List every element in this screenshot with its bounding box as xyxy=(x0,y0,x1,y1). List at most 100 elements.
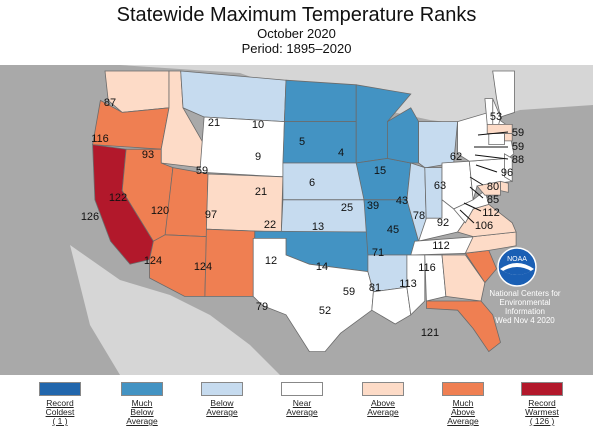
legend-label: Record xyxy=(528,398,556,408)
leader-line-nj xyxy=(469,186,484,199)
leader-line-ct xyxy=(469,176,484,186)
state-mt xyxy=(180,70,287,123)
state-nj xyxy=(503,153,513,183)
rank-label-mi: 15 xyxy=(374,165,386,177)
state-rank-labels: 87 116 126 93 122 21 59 120 124 97 124 10 9 21 22 12 79 5… xyxy=(81,97,524,339)
state-fl xyxy=(425,300,501,353)
ncei-line-3: Information xyxy=(504,307,546,316)
rank-label-ms: 59 xyxy=(343,286,355,298)
legend-item-near: Near Average xyxy=(262,382,342,417)
map-period: Period: 1895–2020 xyxy=(241,41,352,56)
legend-label: Below xyxy=(130,407,154,417)
legend-swatch xyxy=(39,382,81,396)
rank-label-in: 39 xyxy=(367,200,379,212)
state-ma xyxy=(486,124,513,134)
rank-label-id: 93 xyxy=(142,149,154,161)
rank-label-nj: 85 xyxy=(487,194,499,206)
rank-label-nm: 124 xyxy=(194,261,212,273)
state-me xyxy=(492,70,515,118)
rank-label-ga: 113 xyxy=(399,278,417,290)
rank-label-oh: 43 xyxy=(396,195,408,207)
legend-item-much-above: Much Above Average xyxy=(423,382,503,426)
legend-item-record-coldest: Record Coldest( 1 ) xyxy=(20,382,100,426)
rank-label-ne: 21 xyxy=(255,186,267,198)
ncei-credit: National Centers for Environmental Infor… xyxy=(470,289,580,325)
legend-swatch xyxy=(201,382,243,396)
rank-label-md: 106 xyxy=(475,220,493,232)
state-la xyxy=(371,286,412,325)
leader-line-ri xyxy=(475,164,498,173)
leader-line-ma xyxy=(474,154,509,160)
state-ms xyxy=(406,254,426,316)
rank-label-ri: 96 xyxy=(501,167,513,179)
legend-label: Much xyxy=(131,398,153,408)
state-ne xyxy=(282,162,365,201)
rank-label-wy: 59 xyxy=(196,165,208,177)
state-ct xyxy=(488,133,505,145)
legend-item-record-warmest: Record Warmest( 126 ) xyxy=(502,382,582,426)
map-title: Statewide Maximum Temperature Ranks xyxy=(116,4,477,26)
legend-item-below: Below Average xyxy=(182,382,262,417)
legend-label: Near xyxy=(292,398,312,408)
leader-lines xyxy=(459,131,509,224)
leader-line-md xyxy=(459,209,475,224)
state-md xyxy=(476,180,501,196)
map-subtitle: October 2020 xyxy=(257,26,336,41)
rank-label-nd: 10 xyxy=(252,119,264,131)
state-tx xyxy=(252,237,374,353)
rank-label-ct: 80 xyxy=(487,181,499,193)
legend-label: Average xyxy=(206,407,238,417)
legend-label: Average xyxy=(126,416,158,426)
state-ga xyxy=(441,254,486,302)
state-shapes xyxy=(92,70,517,353)
rank-label-sc: 116 xyxy=(418,262,436,274)
ncei-line-1: National Centers for xyxy=(489,289,561,298)
rank-label-nv: 122 xyxy=(109,192,127,204)
rank-label-ky: 45 xyxy=(387,224,399,236)
legend-label: Much xyxy=(452,398,474,408)
rank-label-sd: 9 xyxy=(255,151,261,163)
rank-label-az: 124 xyxy=(144,255,162,267)
rank-label-ia: 6 xyxy=(309,177,315,189)
legend-swatch xyxy=(442,382,484,396)
rank-label-ny: 62 xyxy=(450,151,462,163)
rank-label-wa: 87 xyxy=(104,97,116,109)
rank-label-mn: 5 xyxy=(299,136,305,148)
rank-label-al: 81 xyxy=(369,282,381,294)
legend-label: ( 1 ) xyxy=(52,416,68,426)
leader-line-de xyxy=(463,202,482,212)
state-ut xyxy=(164,167,209,238)
rank-label-wi: 4 xyxy=(338,147,344,159)
rank-legend: Record Coldest( 1 ) Much Below Average Below A… xyxy=(0,382,593,444)
rank-label-nc: 112 xyxy=(432,240,450,252)
legend-label: ( 126 ) xyxy=(529,416,555,426)
rank-label-ar: 14 xyxy=(316,261,328,273)
rank-label-vt: 59 xyxy=(512,141,524,153)
legend-swatch xyxy=(121,382,163,396)
state-ks xyxy=(280,199,369,233)
legend-label: Record xyxy=(46,398,74,408)
rank-label-pa: 63 xyxy=(434,180,446,192)
legend-swatch xyxy=(362,382,404,396)
map-titles: Statewide Maximum Temperature Ranks Octo… xyxy=(0,4,593,56)
state-de xyxy=(500,180,509,193)
rank-label-ma: 88 xyxy=(512,154,524,166)
legend-label: Below xyxy=(210,398,234,408)
legend-label: Warmest xyxy=(525,407,559,417)
legend-swatch xyxy=(521,382,563,396)
ncei-line-2: Environmental xyxy=(499,298,551,307)
legend-label: Coldest xyxy=(45,407,75,417)
rank-label-ks: 22 xyxy=(264,219,276,231)
rank-label-or: 116 xyxy=(91,133,109,145)
rank-label-ut: 120 xyxy=(151,205,169,217)
leader-line-nh xyxy=(477,131,509,136)
rank-label-me: 53 xyxy=(490,111,502,123)
rank-label-mt: 21 xyxy=(208,117,220,129)
noaa-logo: NOAA xyxy=(497,247,537,292)
rank-label-il: 25 xyxy=(341,202,353,214)
state-wy xyxy=(198,116,285,178)
rank-label-ok: 12 xyxy=(265,255,277,267)
state-nm xyxy=(204,228,256,297)
canada-land xyxy=(0,65,593,125)
legend-label: Average xyxy=(447,416,479,426)
